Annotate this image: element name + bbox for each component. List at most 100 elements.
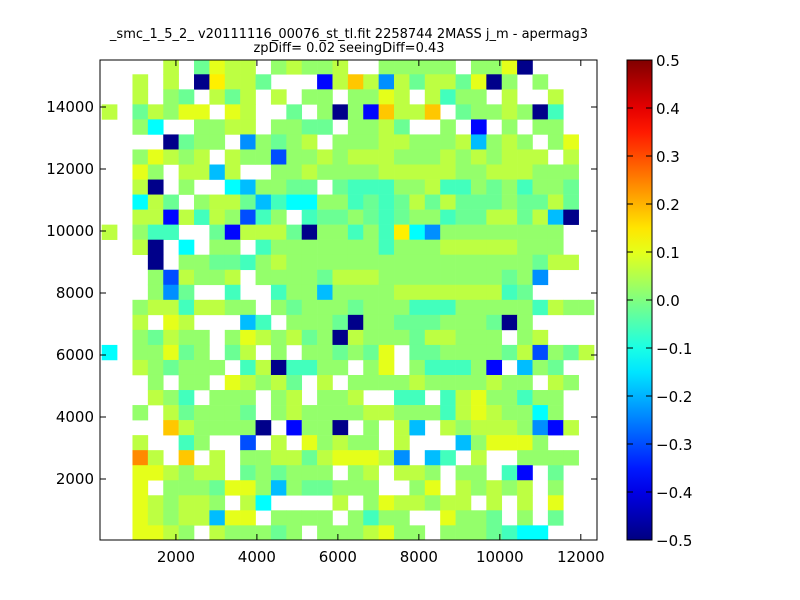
heatmap-cell — [470, 359, 487, 376]
heatmap-cell — [394, 405, 410, 421]
heatmap-cell — [286, 465, 303, 481]
heatmap-cell — [270, 89, 287, 105]
heatmap-cell — [224, 149, 241, 165]
heatmap-cell — [532, 179, 549, 195]
heatmap-cell — [255, 224, 272, 240]
heatmap-cell — [455, 194, 472, 210]
heatmap-cell — [470, 284, 487, 301]
heatmap-cell — [317, 359, 333, 376]
heatmap-cell — [209, 420, 226, 436]
heatmap-cell — [270, 344, 287, 361]
heatmap-cell — [270, 194, 287, 210]
heatmap-cell — [409, 495, 426, 511]
heatmap-cell — [409, 329, 426, 346]
heatmap-cell — [147, 149, 164, 165]
heatmap-cell — [255, 450, 272, 466]
heatmap-cell — [224, 60, 241, 75]
heatmap-cell — [194, 269, 210, 286]
heatmap-cell — [147, 164, 164, 180]
chart-title-line1: _smc_1_5_2_ v20111116_00076_st_tl.fit 22… — [109, 27, 588, 42]
heatmap-cell — [224, 329, 241, 346]
heatmap-cell — [517, 435, 533, 451]
heatmap-cell — [547, 390, 564, 406]
heatmap-cell — [517, 149, 533, 165]
heatmap-cell — [332, 60, 349, 75]
heatmap-cell — [240, 374, 256, 391]
heatmap-cell — [501, 74, 518, 90]
heatmap-cell — [440, 450, 456, 466]
heatmap-cell — [240, 194, 256, 210]
heatmap-cell — [424, 239, 441, 256]
heatmap-cell — [178, 164, 195, 180]
heatmap-cell — [378, 209, 395, 225]
heatmap-cell — [194, 420, 210, 436]
heatmap-cell — [394, 374, 410, 391]
heatmap-cell — [194, 164, 210, 180]
heatmap-cell — [363, 134, 379, 150]
heatmap-cell — [486, 299, 503, 316]
heatmap-cell — [501, 284, 518, 301]
heatmap-cell — [455, 164, 472, 180]
heatmap-cell — [455, 224, 472, 240]
heatmap-cell — [270, 510, 287, 526]
heatmap-cell — [317, 224, 333, 240]
heatmap-cell — [409, 344, 426, 361]
heatmap-cell — [163, 89, 179, 105]
heatmap-cell — [147, 390, 164, 406]
heatmap-cell — [301, 465, 318, 481]
heatmap-cell — [301, 405, 318, 421]
heatmap-cell — [409, 60, 426, 75]
heatmap-cell — [194, 149, 210, 165]
heatmap-cell — [455, 134, 472, 150]
heatmap-cell — [132, 224, 149, 240]
heatmap-cell — [132, 149, 149, 165]
heatmap-cell — [240, 390, 256, 406]
heatmap-cell — [486, 420, 503, 436]
heatmap-cell — [409, 239, 426, 256]
heatmap-cell — [317, 374, 333, 391]
heatmap-cell — [209, 450, 226, 466]
heatmap-cell — [332, 390, 349, 406]
heatmap-cell — [301, 194, 318, 210]
heatmap-cell — [163, 284, 179, 301]
heatmap-cell — [378, 239, 395, 256]
heatmap-cell — [455, 359, 472, 376]
heatmap-cell — [317, 74, 333, 90]
heatmap-cell — [394, 254, 410, 271]
heatmap-cell — [332, 149, 349, 165]
heatmap-cell — [394, 89, 410, 105]
heatmap-cell — [224, 119, 241, 135]
colorbar-tick-label: 0.1 — [656, 244, 680, 262]
heatmap-cell — [163, 74, 179, 90]
heatmap-cell — [501, 465, 518, 481]
heatmap-cell — [394, 149, 410, 165]
heatmap-cell — [147, 525, 164, 540]
heatmap-cell — [563, 420, 579, 436]
heatmap-cell — [455, 329, 472, 346]
heatmap-cell — [486, 224, 503, 240]
heatmap-cell — [532, 149, 549, 165]
heatmap-cell — [240, 74, 256, 90]
heatmap-cell — [240, 60, 256, 75]
heatmap-cell — [455, 344, 472, 361]
heatmap-cell — [301, 209, 318, 225]
heatmap-cell — [394, 134, 410, 150]
heatmap-cell — [286, 194, 303, 210]
heatmap-cell — [194, 194, 210, 210]
heatmap-cell — [547, 299, 564, 316]
heatmap-cell — [286, 224, 303, 240]
heatmap-cell — [470, 405, 487, 421]
heatmap-cell — [178, 104, 195, 120]
heatmap-cell — [378, 224, 395, 240]
heatmap-cell — [517, 164, 533, 180]
heatmap-cell — [178, 450, 195, 466]
heatmap-cell — [547, 239, 564, 256]
heatmap-cell — [532, 239, 549, 256]
heatmap-cell — [347, 149, 364, 165]
heatmap-cell — [409, 480, 426, 496]
heatmap-cell — [517, 495, 533, 511]
heatmap-cell — [240, 209, 256, 225]
heatmap-cell — [347, 525, 364, 540]
heatmap-cell — [209, 359, 226, 376]
heatmap-cell — [317, 405, 333, 421]
